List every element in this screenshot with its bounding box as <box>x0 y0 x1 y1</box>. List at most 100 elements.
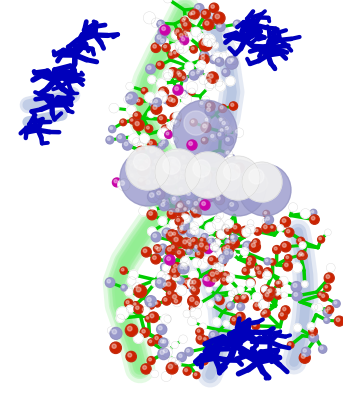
Circle shape <box>279 311 287 320</box>
Circle shape <box>212 244 215 247</box>
Circle shape <box>246 260 255 268</box>
Circle shape <box>239 164 291 216</box>
Circle shape <box>176 201 188 213</box>
Circle shape <box>181 255 188 262</box>
Circle shape <box>236 296 238 299</box>
Circle shape <box>197 69 200 72</box>
Circle shape <box>218 250 222 254</box>
Circle shape <box>263 225 267 229</box>
Circle shape <box>213 43 215 46</box>
Circle shape <box>190 119 197 126</box>
Circle shape <box>157 272 165 280</box>
Circle shape <box>192 288 196 291</box>
Circle shape <box>183 367 191 375</box>
Circle shape <box>181 264 184 266</box>
Circle shape <box>179 225 182 228</box>
Circle shape <box>228 290 235 297</box>
Circle shape <box>278 281 281 284</box>
Circle shape <box>201 56 205 60</box>
Circle shape <box>164 283 167 286</box>
Circle shape <box>189 280 193 284</box>
Circle shape <box>147 227 156 236</box>
Circle shape <box>193 300 203 309</box>
Circle shape <box>163 69 173 79</box>
Circle shape <box>200 356 208 365</box>
Circle shape <box>205 106 215 116</box>
Circle shape <box>165 162 167 165</box>
Circle shape <box>185 190 195 200</box>
Circle shape <box>212 318 221 326</box>
Circle shape <box>202 202 205 206</box>
Circle shape <box>210 160 266 216</box>
Circle shape <box>298 250 306 259</box>
Circle shape <box>275 288 281 295</box>
Circle shape <box>155 189 165 199</box>
Circle shape <box>216 212 224 219</box>
Circle shape <box>256 267 259 270</box>
Circle shape <box>298 254 301 256</box>
Circle shape <box>197 60 206 70</box>
Circle shape <box>190 46 197 53</box>
Circle shape <box>262 287 265 290</box>
Circle shape <box>193 216 203 226</box>
Circle shape <box>215 263 224 272</box>
Circle shape <box>208 353 210 356</box>
Circle shape <box>206 173 209 176</box>
Circle shape <box>170 69 174 73</box>
Circle shape <box>179 188 182 191</box>
Circle shape <box>219 254 228 264</box>
Circle shape <box>127 84 130 86</box>
Circle shape <box>171 196 179 204</box>
Circle shape <box>204 117 211 124</box>
Circle shape <box>265 269 268 273</box>
Circle shape <box>120 181 125 186</box>
Circle shape <box>212 244 220 252</box>
Circle shape <box>200 200 210 210</box>
Circle shape <box>129 270 138 279</box>
Circle shape <box>120 119 127 126</box>
Circle shape <box>110 328 122 339</box>
Circle shape <box>181 38 185 41</box>
Circle shape <box>129 278 132 281</box>
Circle shape <box>149 212 153 215</box>
Circle shape <box>158 87 168 97</box>
Circle shape <box>189 284 198 293</box>
Circle shape <box>224 136 234 146</box>
Circle shape <box>172 121 176 124</box>
Circle shape <box>215 240 217 243</box>
Circle shape <box>285 263 288 267</box>
Circle shape <box>199 38 212 51</box>
Circle shape <box>278 226 281 228</box>
Circle shape <box>172 118 180 126</box>
Circle shape <box>130 272 134 275</box>
Circle shape <box>203 276 211 284</box>
Circle shape <box>205 21 209 25</box>
Circle shape <box>211 134 214 138</box>
Circle shape <box>154 159 158 164</box>
Circle shape <box>241 293 250 302</box>
Circle shape <box>161 156 164 159</box>
Circle shape <box>147 356 155 364</box>
Circle shape <box>148 339 155 346</box>
Circle shape <box>233 20 241 28</box>
Circle shape <box>225 220 233 228</box>
Circle shape <box>178 287 182 291</box>
Circle shape <box>279 276 288 285</box>
Circle shape <box>222 225 229 232</box>
Circle shape <box>215 339 223 347</box>
Circle shape <box>248 262 251 265</box>
Circle shape <box>185 62 194 71</box>
Circle shape <box>174 207 183 216</box>
Circle shape <box>171 138 175 141</box>
Circle shape <box>161 198 169 206</box>
Circle shape <box>226 151 229 154</box>
Circle shape <box>175 217 184 225</box>
Circle shape <box>160 89 164 92</box>
Circle shape <box>180 90 188 98</box>
Circle shape <box>146 126 149 129</box>
Circle shape <box>218 133 221 136</box>
Circle shape <box>155 278 165 288</box>
Circle shape <box>204 77 216 89</box>
Circle shape <box>201 234 209 241</box>
Circle shape <box>227 274 230 278</box>
